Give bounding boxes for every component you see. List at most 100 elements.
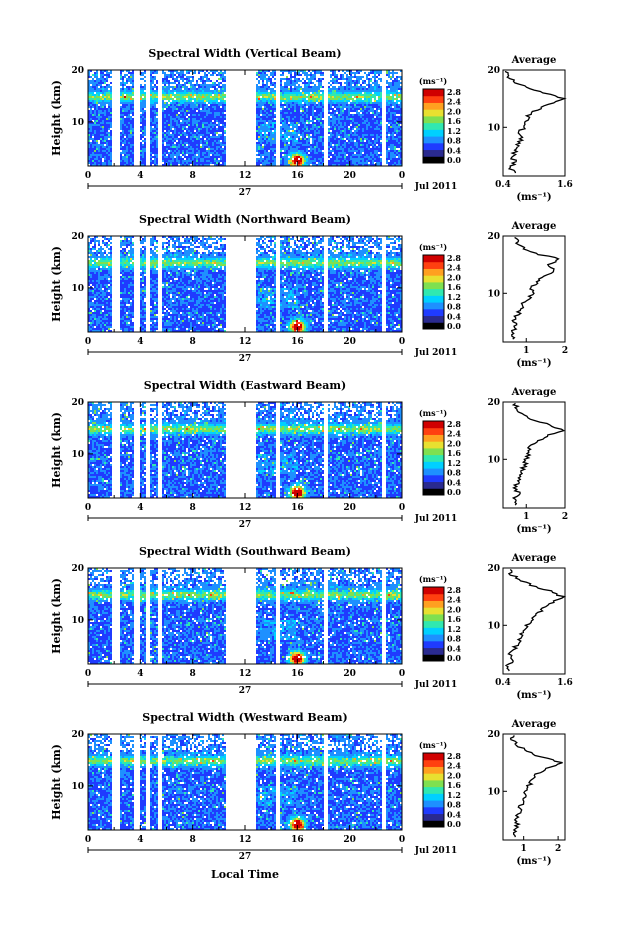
- panel-title: Spectral Width (Westward Beam): [142, 711, 347, 724]
- y-axis-label: Height (km): [50, 412, 63, 488]
- colorbar-tick-label: 0.0: [447, 487, 461, 497]
- x-tick-label: 20: [343, 835, 356, 845]
- average-profile-line: [512, 237, 559, 339]
- y-tick-label: 20: [71, 564, 84, 574]
- colorbar-tick-label: 2.8: [447, 253, 461, 263]
- average-profile-line: [505, 71, 564, 173]
- colorbar-tick-label: 1.2: [447, 292, 461, 302]
- x-tick-label: 4: [137, 503, 143, 513]
- avg-y-tick-label: 10: [487, 289, 500, 299]
- avg-x-tick-label: 0.4: [495, 678, 511, 688]
- colorbar-segment: [423, 807, 444, 814]
- colorbar-tick-label: 1.6: [447, 116, 461, 126]
- avg-x-tick-label: 0.4: [495, 180, 511, 190]
- avg-y-tick-label: 10: [487, 455, 500, 465]
- x-tick-label: 8: [190, 171, 196, 181]
- avg-y-tick-label: 20: [487, 232, 500, 242]
- colorbar-segment: [423, 116, 444, 123]
- x-tick-label: 16: [291, 669, 304, 679]
- colorbar-segment: [423, 295, 444, 302]
- colorbar-tick-label: 0.8: [447, 302, 461, 312]
- panel-3: Spectral Width (Eastward Beam)1020Height…: [50, 379, 568, 535]
- x-tick-label: 16: [291, 171, 304, 181]
- average-frame: [503, 70, 565, 176]
- colorbar-segment: [423, 275, 444, 282]
- colorbar-segment: [423, 143, 444, 150]
- colorbar-segment: [423, 475, 444, 482]
- y-axis-label: Height (km): [50, 80, 63, 156]
- avg-x-tick-label: 1: [523, 512, 529, 522]
- date-label: Jul 2011: [414, 182, 457, 192]
- colorbar-segment: [423, 787, 444, 794]
- colorbar-segment: [423, 282, 444, 289]
- avg-y-tick-label: 10: [487, 787, 500, 797]
- date-label: Jul 2011: [414, 846, 457, 856]
- colorbar-segment: [423, 262, 444, 269]
- colorbar-segment: [423, 268, 444, 275]
- colorbar-tick-label: 0.4: [447, 311, 461, 321]
- colorbar-tick-label: 2.0: [447, 106, 461, 116]
- x-tick-label: 0: [399, 337, 405, 347]
- colorbar-segment: [423, 289, 444, 296]
- colorbar-tick-label: 2.0: [447, 438, 461, 448]
- avg-x-tick-label: 2: [562, 346, 568, 356]
- day-label: 27: [239, 188, 252, 198]
- avg-y-tick-label: 20: [487, 398, 500, 408]
- average-frame: [503, 236, 565, 342]
- x-tick-label: 4: [137, 835, 143, 845]
- colorbar-tick-label: 1.6: [447, 780, 461, 790]
- x-tick-label: 12: [239, 171, 252, 181]
- x-tick-label: 4: [137, 171, 143, 181]
- average-xlabel: (ms⁻¹): [516, 856, 551, 867]
- colorbar-segment: [423, 129, 444, 136]
- heatmap-cells: [88, 402, 402, 498]
- average-xlabel: (ms⁻¹): [516, 690, 551, 701]
- colorbar-segment: [423, 482, 444, 489]
- colorbar-segment: [423, 302, 444, 309]
- colorbar-segment: [423, 428, 444, 435]
- colorbar-segment: [423, 820, 444, 827]
- colorbar-segment: [423, 773, 444, 780]
- colorbar: (ms⁻¹)0.00.40.81.21.62.02.42.8: [419, 574, 461, 663]
- average-title: Average: [511, 387, 557, 398]
- colorbar: (ms⁻¹)0.00.40.81.21.62.02.42.8: [419, 740, 461, 829]
- x-tick-label: 0: [399, 835, 405, 845]
- colorbar-tick-label: 0.8: [447, 634, 461, 644]
- avg-x-tick-label: 1: [523, 346, 529, 356]
- colorbar-segment: [423, 634, 444, 641]
- average-title: Average: [511, 221, 557, 232]
- heatmap-cells: [88, 70, 402, 166]
- x-tick-label: 8: [190, 503, 196, 513]
- colorbar-unit: (ms⁻¹): [419, 408, 447, 418]
- day-label: 27: [239, 686, 252, 696]
- colorbar-tick-label: 0.8: [447, 800, 461, 810]
- panel-2: Spectral Width (Northward Beam)1020Heigh…: [50, 213, 568, 369]
- colorbar-segment: [423, 150, 444, 157]
- colorbar-segment: [423, 753, 444, 760]
- y-tick-label: 10: [71, 284, 84, 294]
- x-tick-label: 12: [239, 503, 252, 513]
- x-tick-label: 8: [190, 835, 196, 845]
- average-title: Average: [511, 719, 557, 730]
- x-tick-label: 8: [190, 337, 196, 347]
- x-tick-label: 4: [137, 669, 143, 679]
- colorbar-segment: [423, 309, 444, 316]
- colorbar-segment: [423, 648, 444, 655]
- colorbar-tick-label: 0.0: [447, 819, 461, 829]
- colorbar-unit: (ms⁻¹): [419, 574, 447, 584]
- colorbar-segment: [423, 316, 444, 323]
- date-label: Jul 2011: [414, 680, 457, 690]
- colorbar: (ms⁻¹)0.00.40.81.21.62.02.42.8: [419, 408, 461, 497]
- colorbar-tick-label: 0.0: [447, 155, 461, 165]
- y-axis-label: Height (km): [50, 744, 63, 820]
- colorbar-segment: [423, 156, 444, 163]
- x-tick-label: 0: [85, 337, 91, 347]
- colorbar-tick-label: 2.0: [447, 272, 461, 282]
- colorbar-tick-label: 1.6: [447, 282, 461, 292]
- colorbar-tick-label: 2.4: [447, 761, 461, 771]
- x-tick-label: 20: [343, 171, 356, 181]
- colorbar-unit: (ms⁻¹): [419, 740, 447, 750]
